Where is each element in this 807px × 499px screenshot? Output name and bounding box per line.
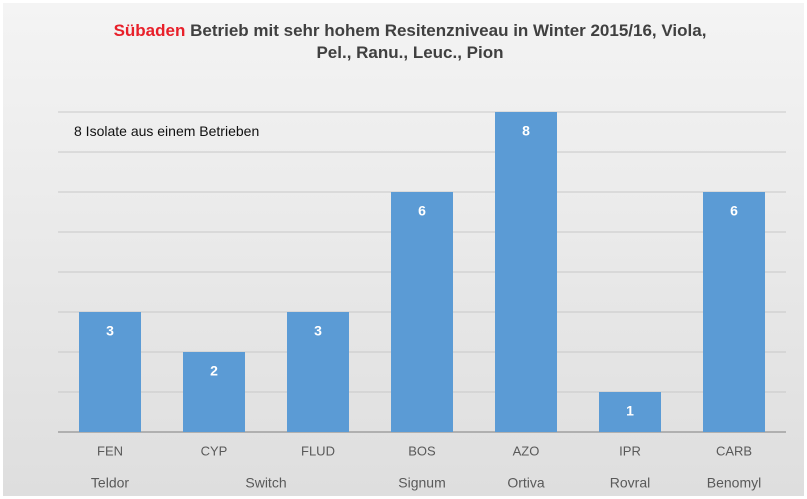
data-label: 2 xyxy=(210,363,218,379)
chart-title: Betrieb mit sehr hohem Resitenzniveau in… xyxy=(190,21,707,62)
x-tick-label: CYP xyxy=(201,443,228,458)
data-label: 3 xyxy=(106,323,114,339)
bar xyxy=(599,392,661,432)
x-tick-label: FLUD xyxy=(301,443,335,458)
annotation: 8 Isolate aus einem Betrieben xyxy=(74,123,260,139)
group-label: Switch xyxy=(245,475,286,491)
group-label: Ortiva xyxy=(507,475,545,491)
x-tick-label: AZO xyxy=(513,443,540,458)
x-tick-label: CARB xyxy=(716,443,752,458)
group-label: Signum xyxy=(398,475,445,491)
bar xyxy=(287,312,349,432)
bar xyxy=(79,312,141,432)
data-label: 6 xyxy=(730,203,738,219)
title-block: Sübaden Betrieb mit sehr hohem Resitenzn… xyxy=(110,20,710,64)
group-label: Teldor xyxy=(91,475,129,491)
data-label: 6 xyxy=(418,203,426,219)
bar xyxy=(703,192,765,432)
bar xyxy=(391,192,453,432)
bar xyxy=(183,352,245,432)
group-label: Rovral xyxy=(610,475,650,491)
x-tick-label: IPR xyxy=(619,443,641,458)
data-label: 8 xyxy=(522,123,530,139)
x-tick-label: BOS xyxy=(408,443,436,458)
group-label: Benomyl xyxy=(707,475,761,491)
data-label: 3 xyxy=(314,323,322,339)
data-label: 1 xyxy=(626,403,634,419)
bar xyxy=(495,112,557,432)
x-tick-label: FEN xyxy=(97,443,123,458)
title-highlight: Sübaden xyxy=(113,21,186,40)
